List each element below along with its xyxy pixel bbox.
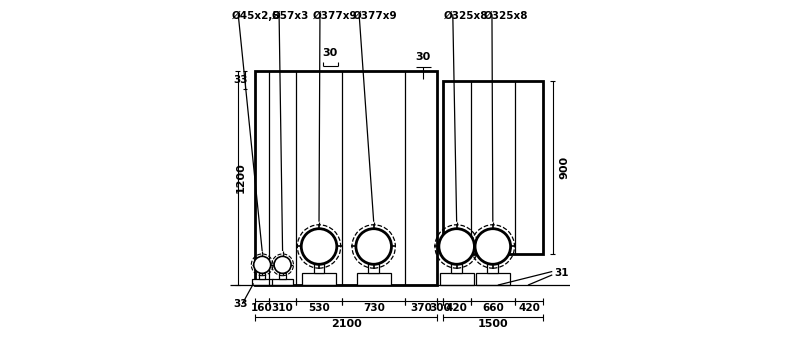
Text: Ø325x8: Ø325x8: [483, 11, 528, 21]
Text: Ø377x9: Ø377x9: [352, 11, 397, 21]
Bar: [302, 274, 336, 285]
Bar: [487, 264, 498, 274]
Bar: [357, 274, 390, 285]
Text: 660: 660: [482, 303, 504, 313]
Text: Ø325x8: Ø325x8: [444, 11, 489, 21]
Ellipse shape: [475, 229, 510, 264]
Text: 900: 900: [559, 156, 570, 179]
Bar: [451, 264, 462, 274]
Ellipse shape: [356, 229, 391, 264]
Text: 310: 310: [272, 303, 294, 313]
Bar: [259, 273, 266, 279]
Bar: [314, 264, 324, 274]
Bar: [442, 81, 543, 254]
Text: Ø57x3: Ø57x3: [272, 11, 310, 21]
Text: 33: 33: [234, 299, 248, 309]
Text: 31: 31: [554, 268, 569, 278]
Text: 33: 33: [233, 75, 247, 84]
Text: 370: 370: [410, 303, 432, 313]
Text: 160: 160: [251, 303, 273, 313]
Bar: [368, 264, 379, 274]
Text: 30: 30: [322, 48, 338, 57]
Text: 1500: 1500: [478, 319, 508, 329]
Bar: [251, 279, 273, 285]
Bar: [255, 70, 438, 285]
Ellipse shape: [274, 256, 291, 273]
Ellipse shape: [302, 229, 337, 264]
Text: 420: 420: [518, 303, 540, 313]
Text: 30: 30: [415, 52, 430, 62]
Text: 420: 420: [446, 303, 467, 313]
Text: 1200: 1200: [236, 162, 246, 193]
Text: 530: 530: [308, 303, 330, 313]
Bar: [272, 279, 294, 285]
Text: 300: 300: [429, 303, 451, 313]
Bar: [476, 274, 510, 285]
Text: Ø45x2,5: Ø45x2,5: [231, 11, 280, 21]
Text: 730: 730: [362, 303, 385, 313]
Text: Ø377x9: Ø377x9: [313, 11, 358, 21]
Bar: [279, 273, 286, 279]
Ellipse shape: [439, 229, 474, 264]
Text: 2100: 2100: [331, 319, 362, 329]
Ellipse shape: [254, 256, 270, 273]
Bar: [440, 274, 474, 285]
